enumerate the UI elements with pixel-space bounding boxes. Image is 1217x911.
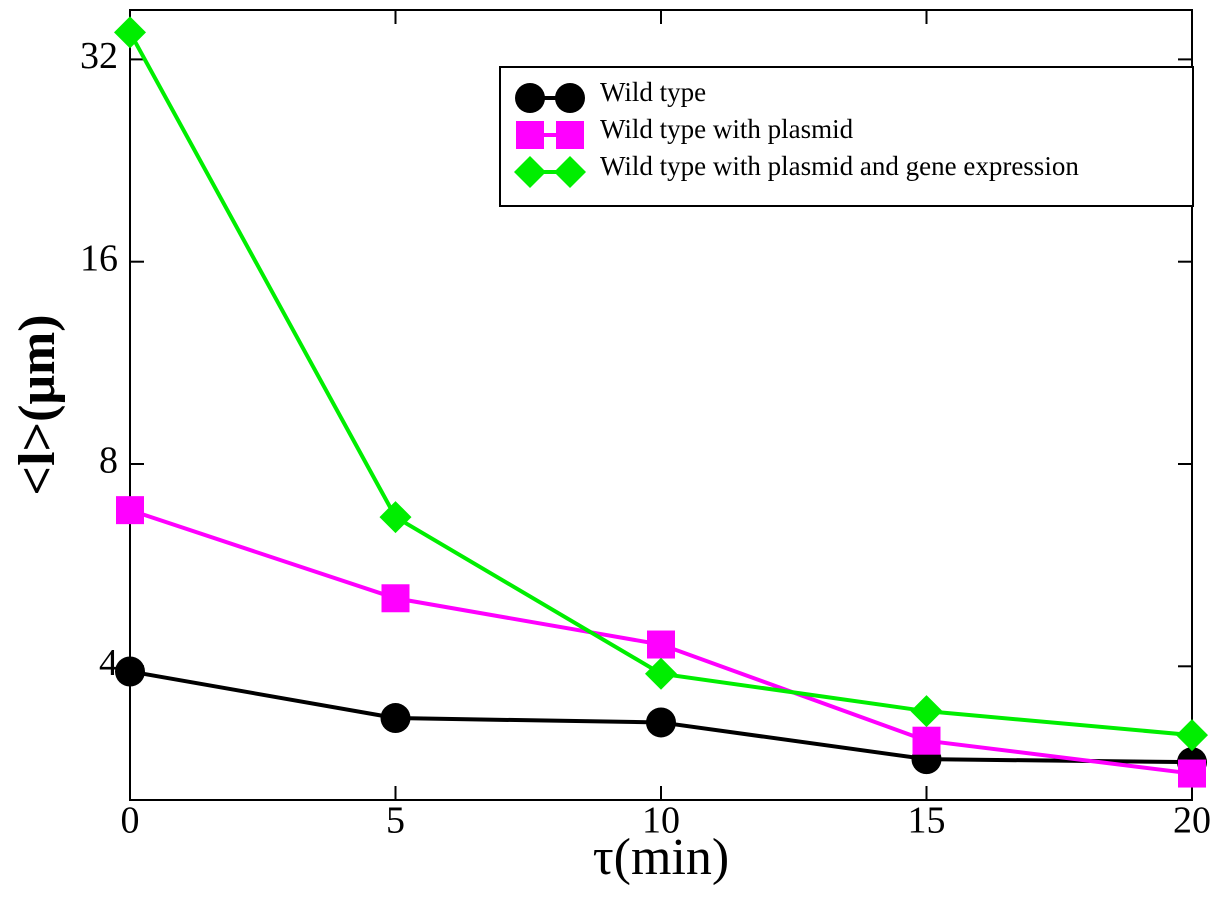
marker <box>380 703 411 734</box>
y-tick-label: 4 <box>99 642 118 684</box>
legend-text: Wild type <box>600 77 706 107</box>
legend-marker <box>554 156 586 188</box>
marker <box>910 695 943 728</box>
legend-marker <box>555 83 585 113</box>
marker <box>912 726 941 755</box>
x-tick-label: 10 <box>642 800 680 842</box>
marker <box>381 584 410 613</box>
marker <box>114 16 146 49</box>
y-axis-label: <l>(μm) <box>9 314 66 495</box>
legend-text: Wild type with plasmid <box>600 114 854 144</box>
y-tick-label: 32 <box>80 35 118 77</box>
x-tick-label: 15 <box>908 800 946 842</box>
legend-text: Wild type with plasmid and gene expressi… <box>600 151 1079 181</box>
marker <box>645 657 677 690</box>
x-tick-label: 0 <box>121 800 140 842</box>
marker <box>647 630 675 659</box>
marker <box>1178 759 1206 788</box>
y-tick-label: 16 <box>80 237 118 279</box>
legend-marker <box>556 121 584 149</box>
x-axis-label: τ(min) <box>593 829 729 886</box>
legend-box <box>499 66 1194 207</box>
legend-marker <box>516 121 544 149</box>
marker <box>1176 719 1208 752</box>
marker <box>116 496 144 525</box>
legend-marker <box>515 83 545 113</box>
marker <box>379 501 412 534</box>
marker <box>115 656 145 687</box>
x-tick-label: 20 <box>1173 800 1211 842</box>
legend-marker <box>514 156 546 188</box>
y-tick-label: 8 <box>99 440 118 482</box>
marker <box>646 707 676 738</box>
x-tick-label: 5 <box>386 800 405 842</box>
